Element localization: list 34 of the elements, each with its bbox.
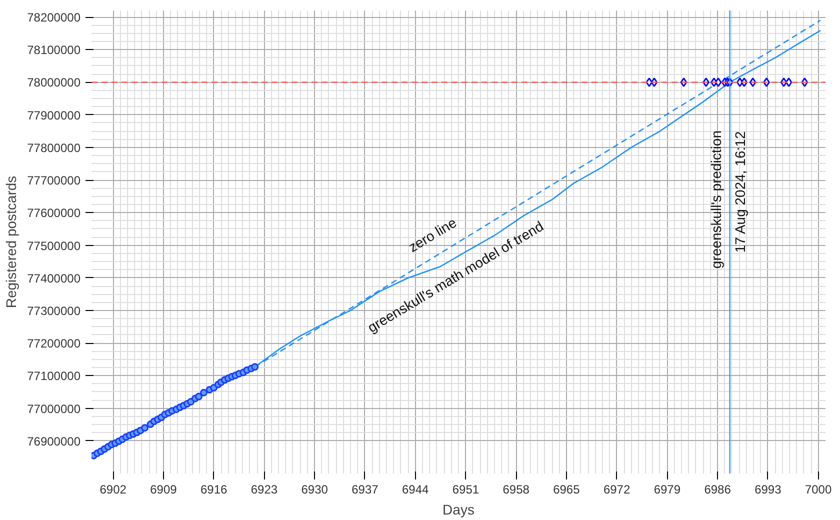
y-tick-label: 77800000 xyxy=(27,140,81,155)
x-tick-label: 6944 xyxy=(402,482,429,496)
x-tick-label: 6986 xyxy=(704,482,732,496)
y-tick-label: 77900000 xyxy=(27,108,81,122)
x-tick-label: 7000 xyxy=(804,482,832,496)
x-tick-label: 6993 xyxy=(754,482,782,496)
y-tick-label: 77700000 xyxy=(27,174,81,188)
y-tick-label: 78200000 xyxy=(27,10,81,25)
y-tick-label: 77600000 xyxy=(27,206,81,220)
y-tick-label: 77200000 xyxy=(27,336,81,351)
x-tick-label: 6972 xyxy=(603,482,630,496)
annotation: 17 Aug 2024, 16:12 xyxy=(732,131,748,253)
x-tick-label: 6951 xyxy=(452,482,480,496)
y-tick-label: 78100000 xyxy=(27,43,81,58)
y-axis-title: Registered postcards xyxy=(3,176,20,308)
ref-line-label: greenskull's prediction xyxy=(708,130,724,269)
annotation: zero line xyxy=(406,214,460,256)
x-axis-title: Days xyxy=(442,502,474,518)
y-tick-label: 77000000 xyxy=(27,402,81,416)
x-tick-label: 6923 xyxy=(250,482,278,496)
y-tick-label: 76900000 xyxy=(27,434,81,448)
y-tick-label: 77100000 xyxy=(27,369,81,384)
x-tick-label: 6937 xyxy=(352,482,379,496)
x-tick-label: 6902 xyxy=(100,482,127,496)
y-tick-label: 77300000 xyxy=(27,304,81,318)
y-tick-label: 77400000 xyxy=(27,271,81,286)
x-tick-label: 6965 xyxy=(553,482,580,496)
x-tick-label: 6958 xyxy=(502,482,530,496)
y-tick-label: 78000000 xyxy=(27,76,81,90)
x-tick-label: 6909 xyxy=(150,482,178,496)
x-tick-label: 6979 xyxy=(654,482,681,496)
x-tick-label: 6916 xyxy=(200,482,228,496)
y-tick-label: 77500000 xyxy=(27,238,81,253)
x-tick-label: 6930 xyxy=(301,482,328,496)
